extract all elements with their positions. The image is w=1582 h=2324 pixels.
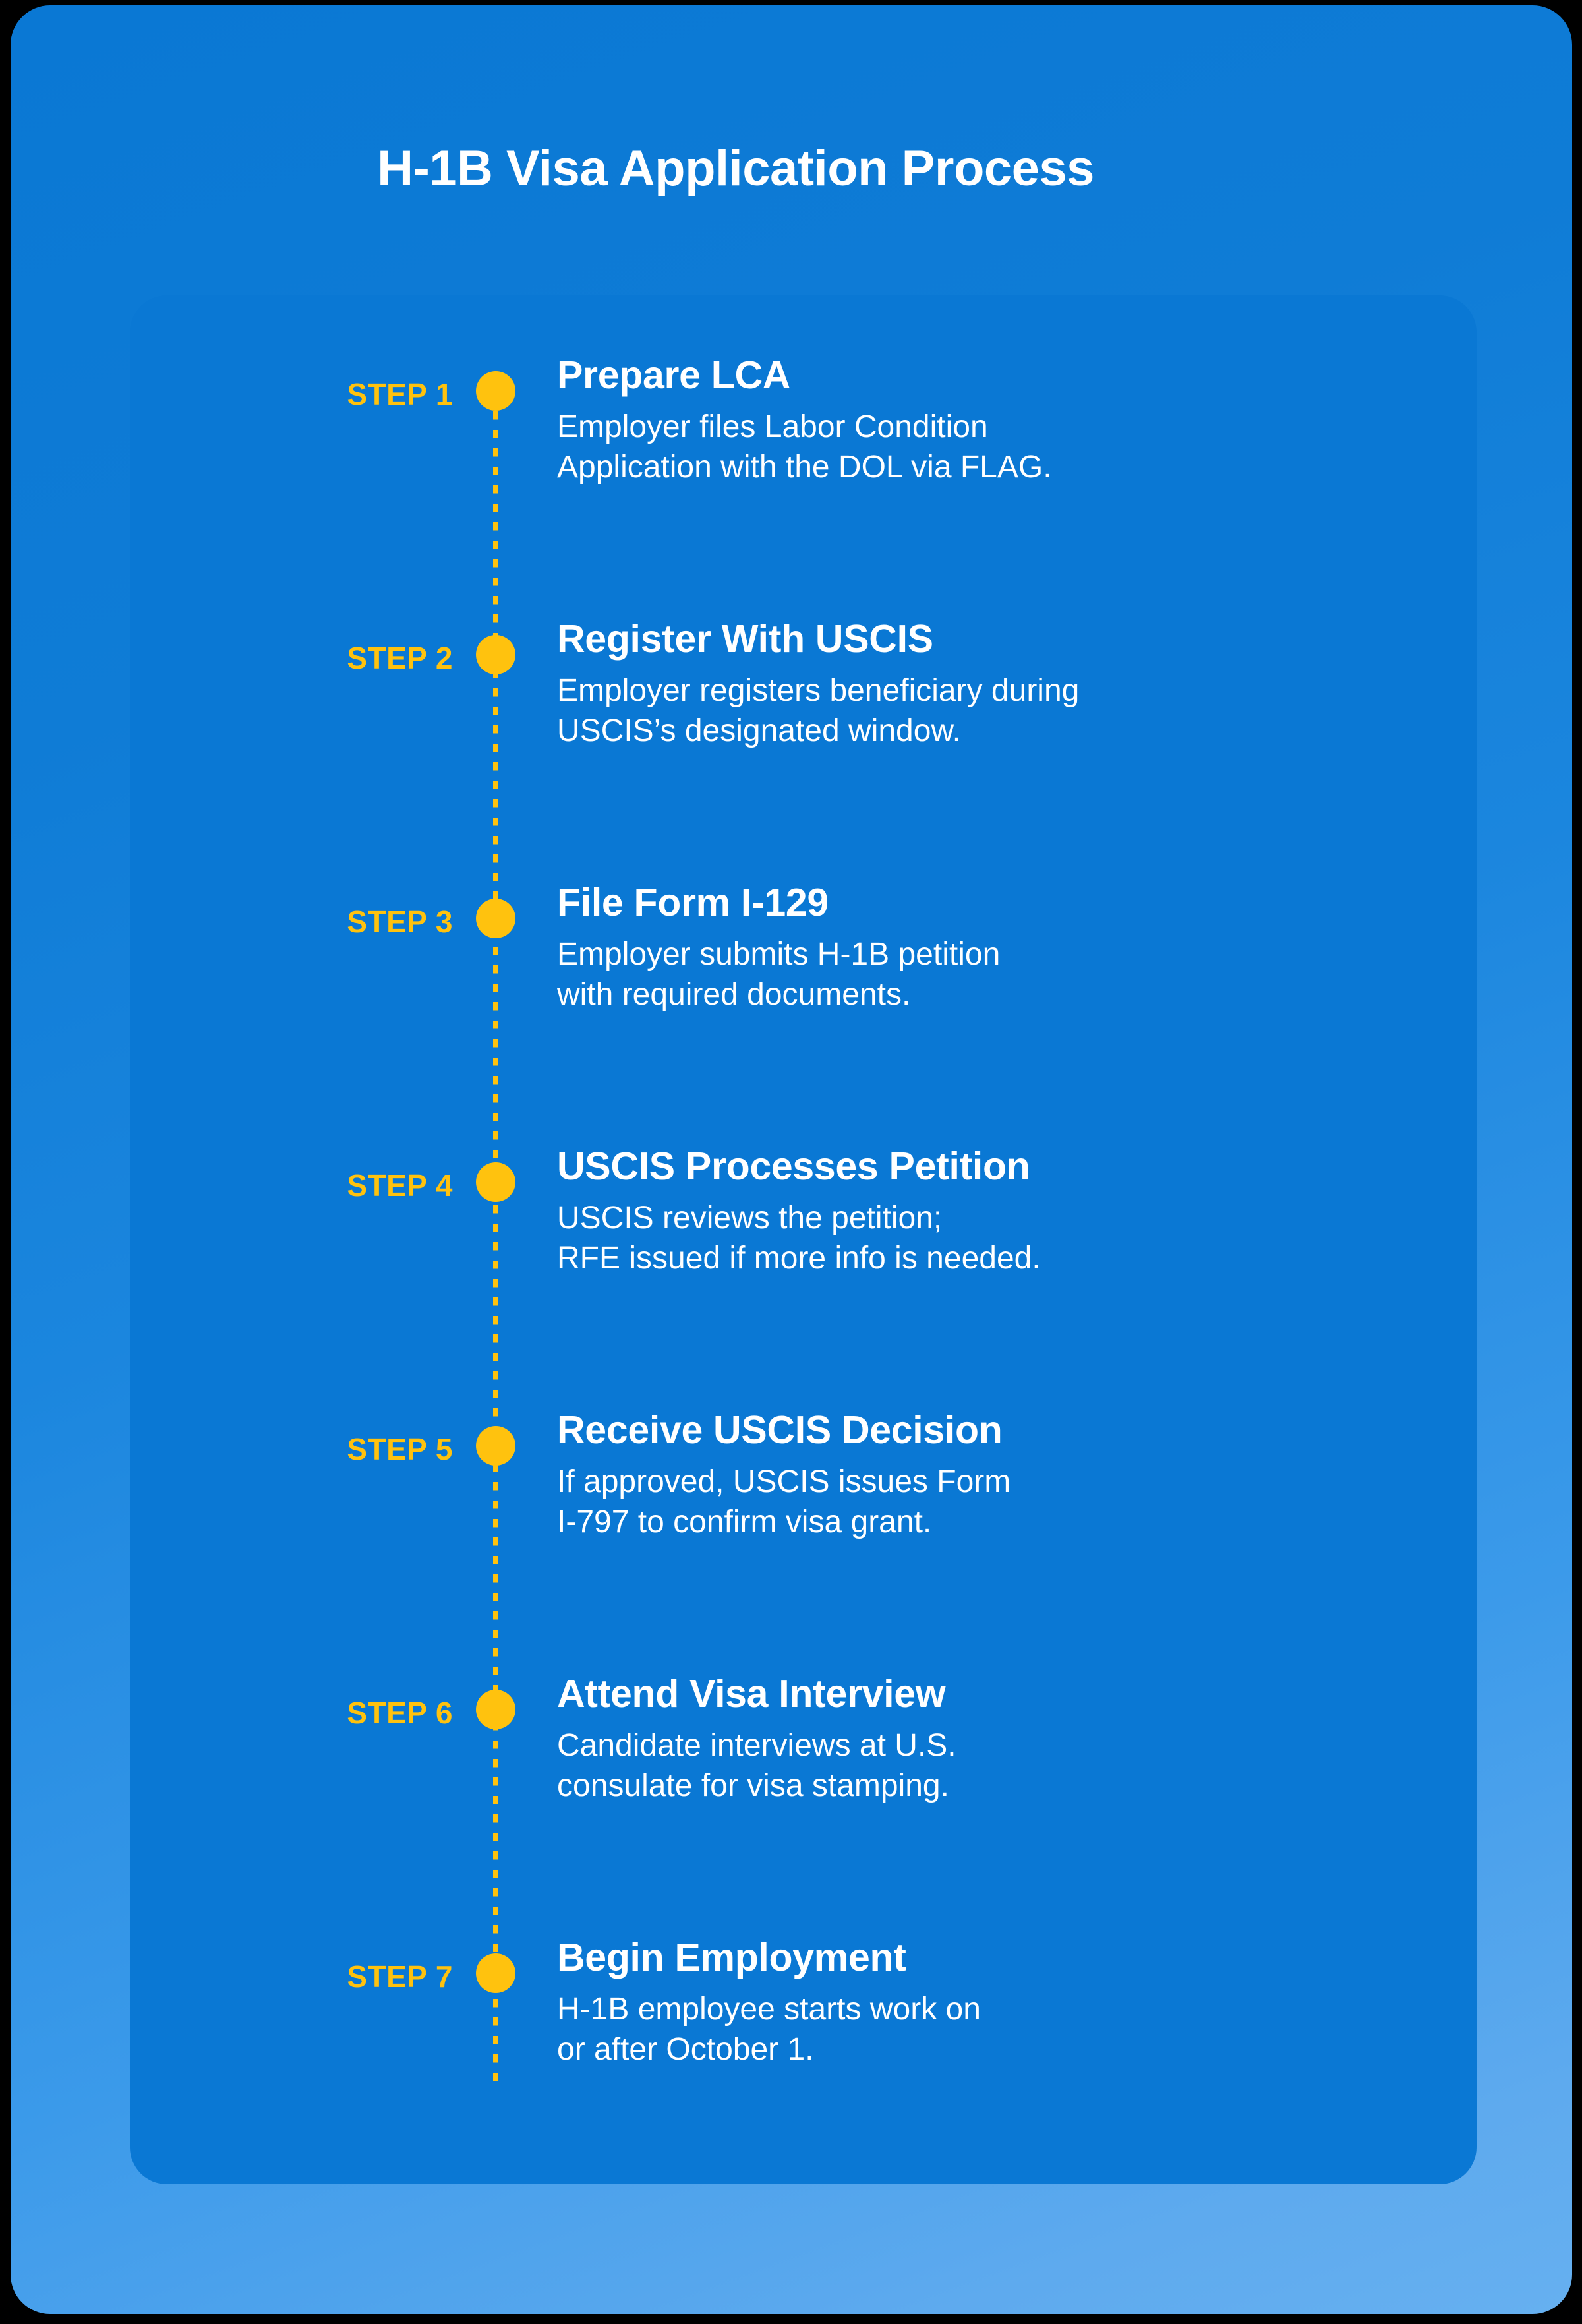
step-description: Employer registers beneficiary during USC… [557,670,1434,752]
step-description-line: Employer registers beneficiary during [557,672,1080,708]
step-description-line: with required documents. [557,977,911,1013]
poster-panel: H-1B Visa Application Process STEP 1 Prep… [11,5,1572,2314]
step-marker-dot-icon [476,899,515,938]
step-title: Begin Employment [557,1936,906,1979]
timeline-steps-list: STEP 1 Prepare LCA Employer files Labor Co… [130,295,1477,2184]
step-description: USCIS reviews the petition; RFE issued if… [557,1198,1434,1279]
step-description: Employer files Labor Condition Applicatio… [557,407,1434,488]
page-title: H-1B Visa Application Process [377,140,1094,196]
timeline-card: STEP 1 Prepare LCA Employer files Labor Co… [130,295,1477,2184]
step-content: Attend Visa Interview Candidate interview… [557,1671,1434,1806]
step-description-line: or after October 1. [557,2032,814,2068]
step-description-line: USCIS’s designated window. [557,713,961,749]
timeline-dotted-rail [493,374,498,2082]
step-title: Register With USCIS [557,617,933,661]
step-marker-dot-icon [476,635,515,674]
step-description: If approved, USCIS issues Form I-797 to c… [557,1462,1434,1543]
step-marker-dot-icon [476,1690,515,1729]
step-marker-dot-icon [476,1953,515,1993]
step-number-label: STEP 1 [347,377,453,411]
timeline-step: STEP 2 Register With USCIS Employer regist… [130,617,1477,885]
step-title: USCIS Processes Petition [557,1145,1030,1188]
step-description: H-1B employee starts work on or after Oct… [557,1989,1434,2070]
step-description: Candidate interviews at U.S. consulate fo… [557,1725,1434,1806]
step-description-line: consulate for visa stamping. [557,1768,949,1804]
timeline-step: STEP 5 Receive USCIS Decision If approved,… [130,1408,1477,1677]
step-number-label: STEP 5 [347,1432,453,1466]
timeline-step: STEP 7 Begin Employment H-1B employee star… [130,1936,1477,2204]
step-marker-dot-icon [476,1162,515,1202]
step-description: Employer submits H-1B petition with requi… [557,934,1434,1015]
step-description-line: Application with the DOL via FLAG. [557,450,1052,485]
step-content: USCIS Processes Petition USCIS reviews th… [557,1144,1434,1278]
step-description-line: If approved, USCIS issues Form [557,1464,1011,1499]
step-number-label: STEP 2 [347,641,453,675]
step-content: Prepare LCA Employer files Labor Conditio… [557,353,1434,487]
timeline-step: STEP 4 USCIS Processes Petition USCIS revi… [130,1145,1477,1413]
step-title: Attend Visa Interview [557,1672,946,1715]
step-description-line: H-1B employee starts work on [557,1991,981,2027]
step-content: Begin Employment H-1B employee starts wor… [557,1935,1434,2070]
step-marker-dot-icon [476,1426,515,1466]
timeline-step: STEP 3 File Form I-129 Employer submits H-… [130,881,1477,1149]
step-content: File Form I-129 Employer submits H-1B pet… [557,880,1434,1015]
step-number-label: STEP 6 [347,1696,453,1730]
step-number-label: STEP 7 [347,1959,453,1994]
step-description-line: Employer files Labor Condition [557,409,988,444]
step-title: File Form I-129 [557,881,829,924]
step-description-line: I-797 to confirm visa grant. [557,1505,932,1540]
step-description-line: USCIS reviews the petition; [557,1200,943,1236]
step-description-line: Employer submits H-1B petition [557,936,1001,972]
step-description-line: RFE issued if more info is needed. [557,1241,1041,1276]
step-title: Receive USCIS Decision [557,1408,1003,1452]
step-number-label: STEP 4 [347,1168,453,1203]
timeline-step: STEP 6 Attend Visa Interview Candidate int… [130,1672,1477,1940]
step-marker-dot-icon [476,371,515,411]
step-title: Prepare LCA [557,353,791,397]
step-number-label: STEP 3 [347,905,453,939]
step-content: Register With USCIS Employer registers be… [557,616,1434,751]
step-content: Receive USCIS Decision If approved, USCIS… [557,1408,1434,1542]
timeline-step: STEP 1 Prepare LCA Employer files Labor Co… [130,353,1477,622]
step-description-line: Candidate interviews at U.S. [557,1727,956,1763]
